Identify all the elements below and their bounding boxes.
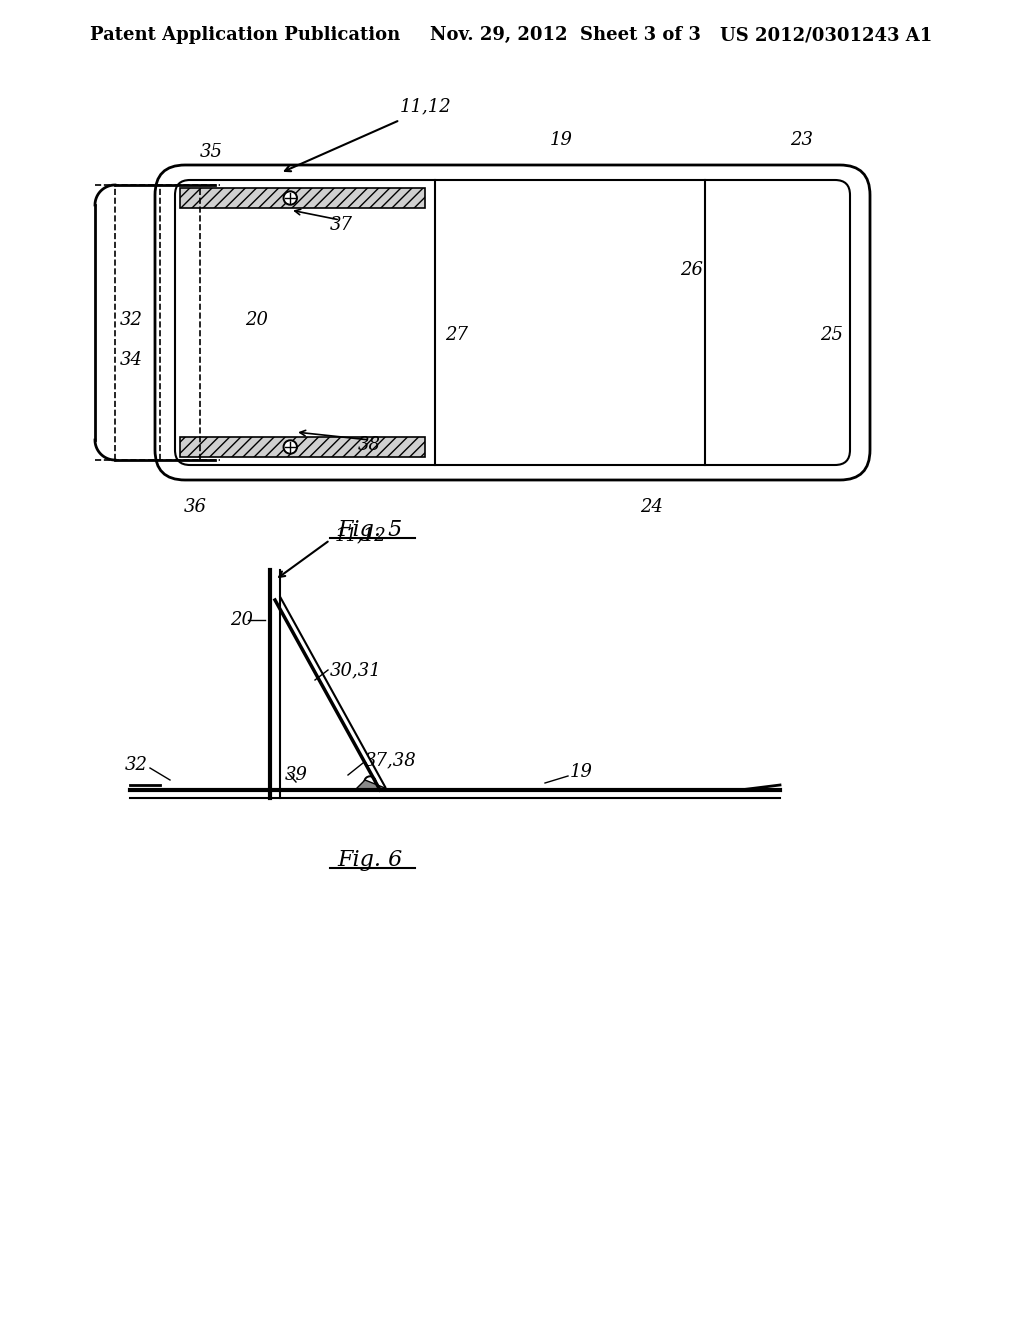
Text: 11,12: 11,12 bbox=[400, 96, 452, 115]
Circle shape bbox=[286, 442, 295, 451]
Text: 24: 24 bbox=[640, 498, 663, 516]
Text: 26: 26 bbox=[680, 261, 703, 279]
Text: 25: 25 bbox=[820, 326, 843, 345]
Text: Fig. 5: Fig. 5 bbox=[337, 519, 402, 541]
Bar bbox=[180, 437, 425, 457]
Circle shape bbox=[284, 191, 297, 205]
Text: 37: 37 bbox=[330, 216, 353, 234]
Text: 36: 36 bbox=[183, 498, 207, 516]
Circle shape bbox=[284, 440, 297, 454]
Text: 38: 38 bbox=[358, 436, 381, 454]
Text: 19: 19 bbox=[550, 131, 573, 149]
Bar bbox=[180, 187, 425, 209]
Text: 30,31: 30,31 bbox=[330, 661, 382, 678]
Circle shape bbox=[286, 193, 295, 203]
Text: 23: 23 bbox=[790, 131, 813, 149]
Text: 37,38: 37,38 bbox=[365, 751, 417, 770]
Text: 20: 20 bbox=[230, 611, 253, 630]
Text: 39: 39 bbox=[285, 766, 308, 784]
Text: 32: 32 bbox=[125, 756, 148, 774]
Text: 27: 27 bbox=[445, 326, 468, 345]
Text: Fig. 6: Fig. 6 bbox=[337, 849, 402, 871]
Circle shape bbox=[364, 776, 376, 788]
Text: Nov. 29, 2012  Sheet 3 of 3: Nov. 29, 2012 Sheet 3 of 3 bbox=[430, 26, 700, 44]
Polygon shape bbox=[355, 780, 390, 789]
Text: 11,12: 11,12 bbox=[335, 525, 387, 544]
Circle shape bbox=[366, 777, 374, 785]
FancyBboxPatch shape bbox=[175, 180, 850, 465]
Text: US 2012/0301243 A1: US 2012/0301243 A1 bbox=[720, 26, 932, 44]
Text: 35: 35 bbox=[200, 143, 223, 161]
Text: 20: 20 bbox=[245, 312, 268, 329]
Text: Patent Application Publication: Patent Application Publication bbox=[90, 26, 400, 44]
Text: 19: 19 bbox=[570, 763, 593, 781]
Text: 34: 34 bbox=[120, 351, 143, 370]
Text: 32: 32 bbox=[120, 312, 143, 329]
